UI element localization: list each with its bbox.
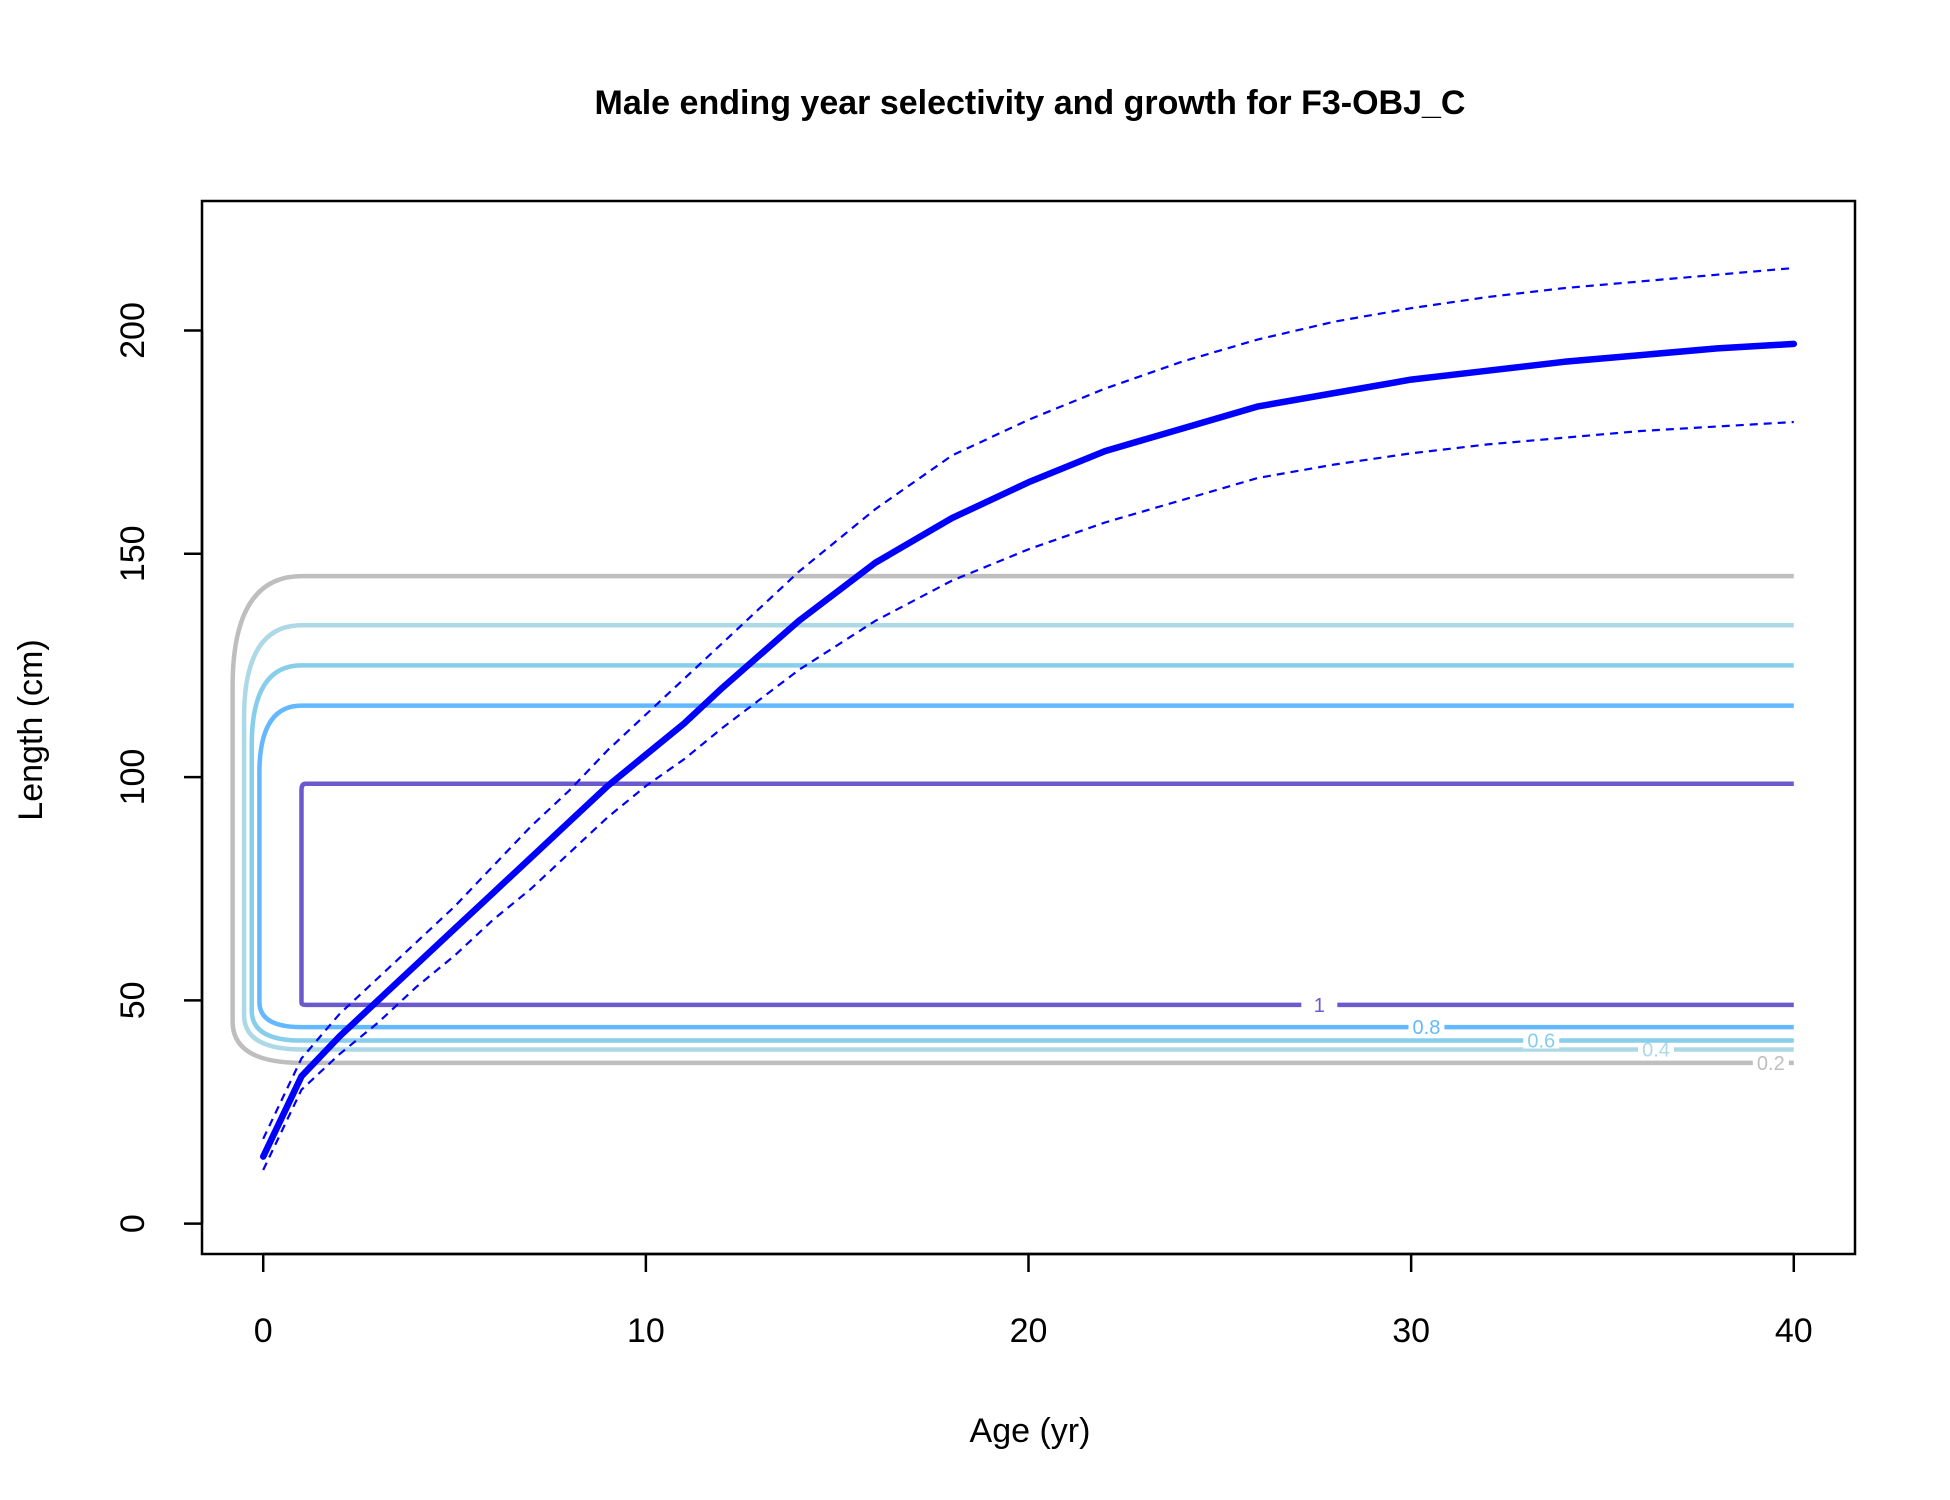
x-axis: 0 10 20 30 40: [254, 1252, 1813, 1350]
contour-line-1: [241, 622, 1794, 1052]
contour-label-gap-1: [1638, 1041, 1675, 1058]
contour-label-3: 0.8: [1413, 1017, 1441, 1039]
y-tick-label-4: 200: [114, 302, 152, 359]
contour-label-0: 0.2: [1757, 1053, 1785, 1075]
y-tick-label-0: 0: [114, 1214, 152, 1233]
x-axis-title: Age (yr): [970, 1412, 1091, 1450]
x-tick-label-4: 40: [1775, 1312, 1813, 1350]
y-tick-label-1: 50: [114, 981, 152, 1019]
contour-label-gap-4: [1301, 996, 1338, 1013]
x-tick-label-1: 10: [627, 1312, 665, 1350]
selectivity-contours: 0.2 0.4 0.6 0.8 1: [230, 573, 1794, 1075]
contour-label-2: 0.6: [1527, 1031, 1555, 1053]
contour-label-gap-3: [1408, 1019, 1445, 1036]
y-axis: 0 50 100 150 200: [114, 302, 204, 1233]
x-tick-label-0: 0: [254, 1312, 273, 1350]
x-tick-label-2: 20: [1010, 1312, 1048, 1350]
y-tick-label-2: 100: [114, 749, 152, 806]
y-tick-label-3: 150: [114, 525, 152, 582]
x-tick-label-3: 30: [1392, 1312, 1430, 1350]
growth-curves: [259, 266, 1798, 1171]
y-axis-title: Length (cm): [12, 639, 50, 820]
growth-mean-line: [259, 340, 1798, 1160]
contour-label-gap-2: [1523, 1032, 1560, 1049]
contour-line-0: [230, 573, 1794, 1066]
growth-upper-ci-line: [262, 266, 1794, 1140]
chart-title: Male ending year selectivity and growth …: [595, 84, 1466, 122]
contour-line-2: [249, 663, 1794, 1043]
contour-line-4: [299, 781, 1794, 1008]
contour-line-3: [257, 703, 1794, 1030]
contour-label-1: 0.4: [1642, 1039, 1670, 1061]
contour-label-4: 1: [1314, 995, 1325, 1017]
growth-lower-ci-line: [262, 420, 1794, 1171]
contour-label-gap-0: [1752, 1054, 1789, 1071]
